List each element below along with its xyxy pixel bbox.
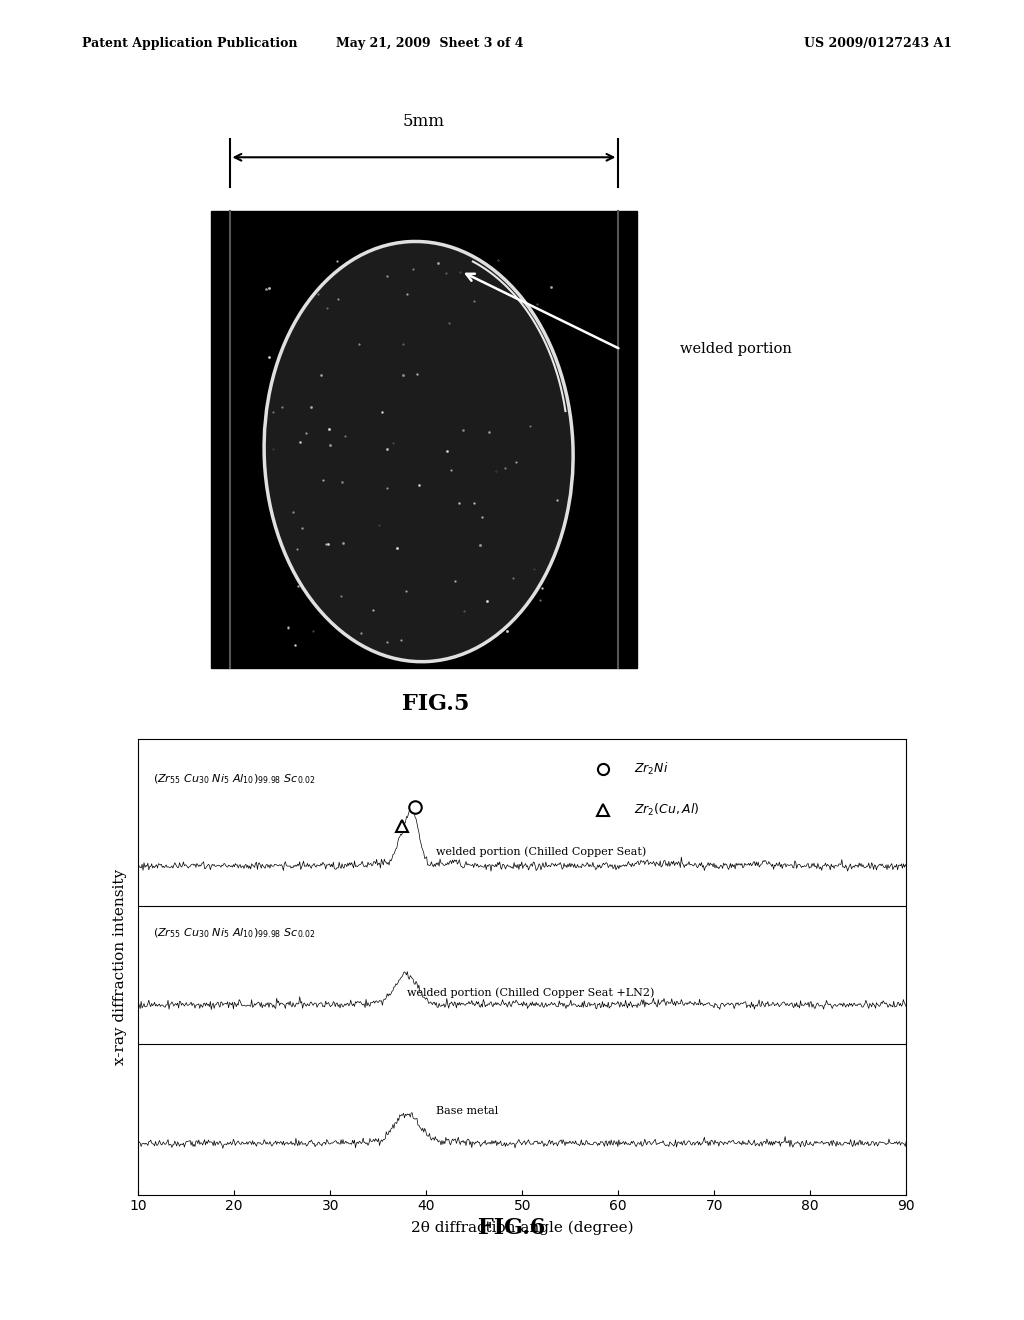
Text: $(Zr_{55}\ Cu_{30}\ Ni_5\ Al_{10})_{99.98}\ Sc_{0.02}$: $(Zr_{55}\ Cu_{30}\ Ni_5\ Al_{10})_{99.9… xyxy=(153,927,315,940)
Text: $Zr_2Ni$: $Zr_2Ni$ xyxy=(634,760,669,777)
Text: Base metal: Base metal xyxy=(436,1106,498,1117)
Text: FIG.5: FIG.5 xyxy=(401,693,469,715)
Ellipse shape xyxy=(264,242,573,661)
Text: Patent Application Publication: Patent Application Publication xyxy=(82,37,297,50)
Text: $(Zr_{55}\ Cu_{30}\ Ni_5\ Al_{10})_{99.98}\ Sc_{0.02}$: $(Zr_{55}\ Cu_{30}\ Ni_5\ Al_{10})_{99.9… xyxy=(153,772,315,785)
Text: welded portion (Chilled Copper Seat): welded portion (Chilled Copper Seat) xyxy=(436,846,646,858)
Bar xyxy=(211,211,637,668)
Text: welded portion (Chilled Copper Seat +LN2): welded portion (Chilled Copper Seat +LN2… xyxy=(408,987,654,998)
Text: US 2009/0127243 A1: US 2009/0127243 A1 xyxy=(804,37,952,50)
Text: FIG.6: FIG.6 xyxy=(478,1217,546,1239)
Text: 5mm: 5mm xyxy=(402,112,445,129)
Y-axis label: x-ray diffraction intensity: x-ray diffraction intensity xyxy=(113,869,127,1065)
Text: May 21, 2009  Sheet 3 of 4: May 21, 2009 Sheet 3 of 4 xyxy=(336,37,524,50)
Text: welded portion: welded portion xyxy=(680,342,792,356)
X-axis label: 2θ diffraction angle (degree): 2θ diffraction angle (degree) xyxy=(411,1221,634,1234)
Text: $Zr_2(Cu,Al)$: $Zr_2(Cu,Al)$ xyxy=(634,801,699,818)
